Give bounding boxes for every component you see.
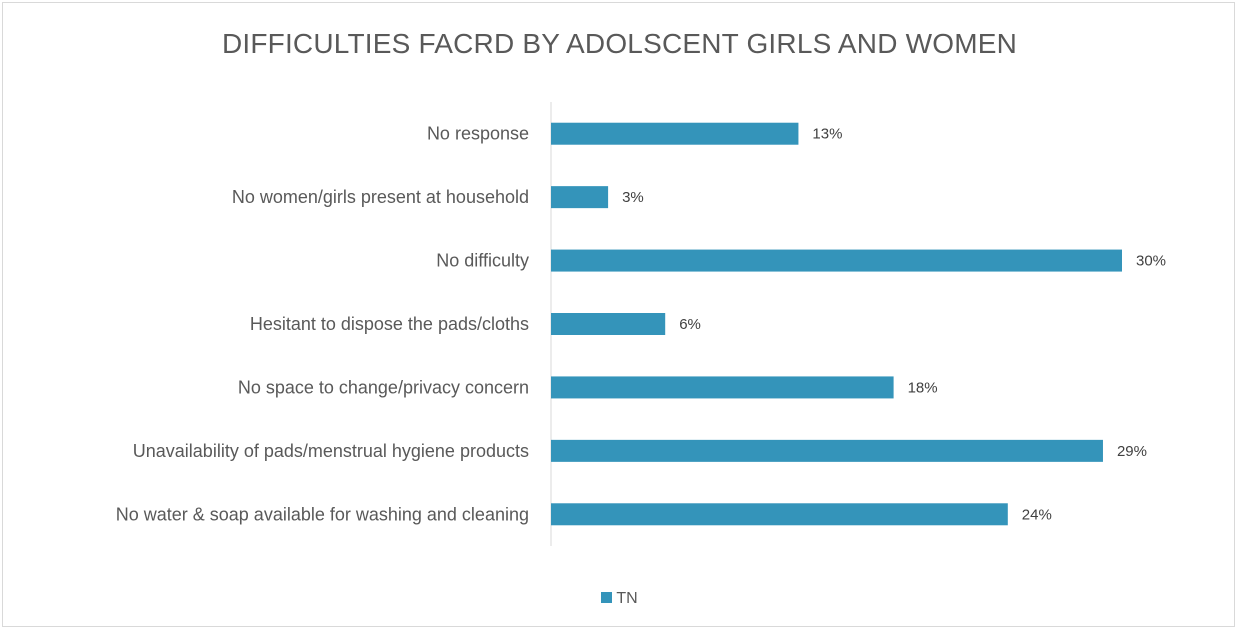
data-label: 24% [1022, 506, 1052, 523]
bar [551, 313, 666, 335]
category-label: No water & soap available for washing an… [116, 504, 529, 524]
data-label: 13% [812, 126, 842, 143]
legend-swatch-tn [601, 592, 613, 604]
data-label: 6% [679, 316, 701, 333]
data-label: 3% [622, 189, 644, 206]
bar [551, 186, 609, 209]
bar [551, 503, 1008, 526]
category-label: No space to change/privacy concern [238, 377, 529, 397]
category-label: Hesitant to dispose the pads/cloths [250, 314, 529, 334]
data-label: 18% [908, 379, 938, 396]
category-label: No response [427, 124, 529, 144]
legend-label-tn: TN [616, 590, 638, 607]
data-label: 29% [1117, 443, 1147, 460]
data-label: 30% [1136, 253, 1166, 270]
bar [551, 249, 1122, 272]
category-label: Unavailability of pads/menstrual hygiene… [133, 441, 529, 461]
category-label: No women/girls present at household [232, 187, 529, 207]
bar [551, 376, 894, 399]
bar [551, 122, 799, 145]
chart-title: DIFFICULTIES FACRD BY ADOLSCENT GIRLS AN… [221, 28, 1018, 59]
category-label: No difficulty [436, 251, 529, 271]
bar [551, 439, 1103, 462]
legend: TN [0, 590, 1239, 608]
